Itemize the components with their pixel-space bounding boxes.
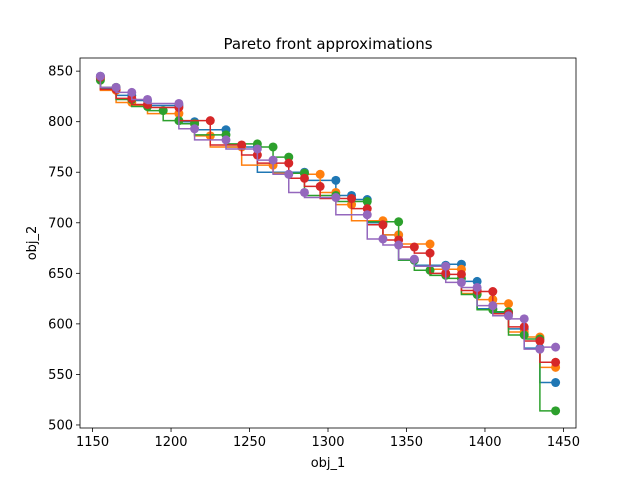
series-5-point (190, 124, 200, 134)
series-5-point (409, 254, 419, 264)
series-4-point (205, 116, 215, 126)
series-5-point (472, 282, 482, 292)
series-5 (95, 71, 561, 354)
x-axis-label: obj_1 (311, 456, 346, 471)
y-tick-label: 500 (48, 418, 73, 433)
series-4-point (488, 287, 498, 297)
series-1-point (331, 175, 341, 185)
y-tick-label: 750 (48, 166, 73, 181)
series-5-point (252, 144, 262, 154)
series-3-point (394, 217, 404, 227)
series-5-point (456, 277, 466, 287)
series-4-point (535, 336, 545, 346)
series-5-point (362, 210, 372, 220)
series-4-point (299, 173, 309, 183)
series-3-point (362, 197, 372, 207)
y-tick-label: 650 (48, 267, 73, 282)
series-layer (95, 71, 561, 416)
x-tick-label: 1350 (390, 435, 423, 450)
series-2-point (504, 299, 514, 309)
series-5-point (142, 94, 152, 104)
plot-area (79, 57, 577, 429)
series-5-point (551, 342, 561, 352)
series-5-point (441, 261, 451, 271)
series-5-point (221, 135, 231, 145)
series-4-point (237, 140, 247, 150)
series-5-point (127, 87, 137, 97)
series-5-point (504, 311, 514, 321)
series-5-point (535, 344, 545, 354)
series-5-point (284, 169, 294, 179)
series-5-point (331, 193, 341, 203)
x-tick-label: 1450 (547, 435, 580, 450)
series-5-point (174, 98, 184, 108)
series-3-point (551, 406, 561, 416)
series-5-point (111, 82, 121, 92)
x-tick-label: 1250 (233, 435, 266, 450)
series-1-point (551, 378, 561, 388)
y-tick-label: 700 (48, 216, 73, 231)
series-5-point (95, 71, 105, 81)
series-3-point (158, 106, 168, 116)
y-axis-ticks: 500 550 600 650 700 750 800 850 (48, 65, 80, 433)
series-4-point (347, 194, 357, 204)
series-2-point (425, 239, 435, 249)
series-4-point (425, 248, 435, 258)
series-4-point (378, 220, 388, 230)
y-tick-label: 550 (48, 368, 73, 383)
x-tick-label: 1150 (76, 435, 109, 450)
series-4-point (315, 181, 325, 191)
x-tick-label: 1400 (468, 435, 501, 450)
x-tick-label: 1300 (311, 435, 344, 450)
y-axis-label: obj_2 (25, 226, 40, 261)
series-3-point (268, 142, 278, 152)
chart-title: Pareto front approximations (223, 35, 432, 53)
series-4-point (551, 357, 561, 367)
series-5-point (268, 155, 278, 165)
series-5-point (394, 240, 404, 250)
y-tick-label: 600 (48, 317, 73, 332)
series-5-point (299, 187, 309, 197)
y-tick-label: 800 (48, 115, 73, 130)
series-4-point (284, 158, 294, 168)
x-axis-ticks: 1150 1200 1250 1300 1350 1400 1450 (76, 428, 580, 450)
x-tick-label: 1200 (154, 435, 187, 450)
series-5-point (519, 314, 529, 324)
series-2-point (315, 169, 325, 179)
series-5-point (378, 234, 388, 244)
y-tick-label: 850 (48, 65, 73, 80)
series-4-point (409, 242, 419, 252)
series-4-point (456, 269, 466, 279)
series-5-point (488, 301, 498, 311)
